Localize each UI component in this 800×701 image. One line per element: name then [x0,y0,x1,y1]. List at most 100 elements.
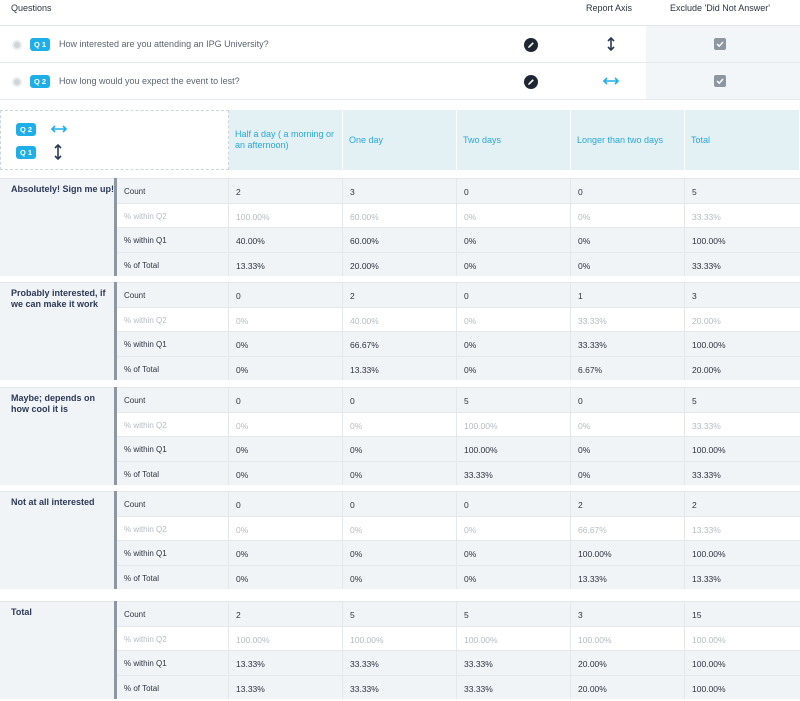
exclude-column-label: Exclude 'Did Not Answer' [670,3,770,13]
statistic-label: % within Q2 [124,315,167,325]
row-group-label: Maybe; depends on how cool it is [11,393,96,414]
table-cell: 33.33% [464,659,493,669]
row-group: Probably interested, if we can make it w… [0,282,800,380]
vertical-arrow-icon[interactable] [601,36,621,52]
column-header-label: Two days [463,134,502,145]
row-group-label: Probably interested, if we can make it w… [11,288,106,309]
table-cell: 3 [692,291,697,301]
column-divider [684,387,685,485]
table-cell: 0 [350,396,355,406]
statistic-label: Count [124,610,146,619]
table-cell: 0% [578,469,591,480]
column-divider [570,601,571,699]
table-cell: 0% [578,211,591,222]
table-row: % within Q2 0% 40.00% 0% 33.33% 20.00% [117,306,800,332]
group-separator-bar [114,601,117,699]
column-divider [456,387,457,485]
statistic-label: Count [124,291,146,300]
row-group-label: Total [11,607,32,617]
table-cell: 0 [236,396,241,406]
table-cell: 0 [236,291,241,301]
group-separator-bar [114,178,117,276]
table-cell: 0 [236,500,241,510]
statistic-label: % of Total [124,683,159,693]
edit-pencil-icon[interactable] [524,75,538,89]
table-cell: 13.33% [692,573,721,584]
table-cell: 100.00% [236,211,270,222]
table-cell: 0 [464,187,469,197]
table-cell: 0 [464,500,469,510]
table-cell: 0% [464,340,477,350]
table-row: Count 0 2 0 1 3 [117,282,800,307]
column-header: Half a day ( a morning or an afternoon) [229,110,342,170]
table-cell: 6.67% [578,364,603,375]
table-cell: 0% [578,420,591,431]
table-cell: 0% [350,524,363,535]
table-cell: 0% [350,445,363,455]
table-row: % within Q1 0% 0% 0% 100.00% 100.00% [117,540,800,565]
table-cell: 0% [236,549,249,559]
table-cell: 2 [236,187,241,197]
table-cell: 0% [236,420,249,431]
table-cell: 33.33% [692,420,721,431]
table-row: % within Q2 0% 0% 0% 66.67% 13.33% [117,515,800,541]
edit-pencil-icon[interactable] [524,38,538,52]
question-badge: Q 1 [30,38,51,51]
column-header: Longer than two days [571,110,684,170]
report-axis-column-label: Report Axis [586,3,633,13]
statistic-label: % within Q2 [124,211,167,221]
column-divider [456,178,457,276]
table-cell: 100.00% [350,634,384,645]
table-cell: 13.33% [578,573,607,584]
check-icon [716,78,724,85]
table-cell: 0% [350,420,363,431]
table-row: Count 2 5 5 3 15 [117,601,800,626]
column-divider [570,282,571,380]
column-divider [228,601,229,699]
statistic-label: % within Q1 [124,236,167,245]
question-radio[interactable] [12,77,22,87]
horizontal-arrow-icon[interactable] [601,73,621,89]
table-cell: 33.33% [578,315,607,326]
column-header: One day [343,110,456,170]
table-cell: 100.00% [578,549,612,559]
table-cell: 0% [350,573,363,584]
table-cell: 3 [350,187,355,197]
exclude-checkbox[interactable] [714,38,726,50]
table-cell: 60.00% [350,236,379,246]
table-cell: 0% [236,315,249,326]
table-cell: 0% [236,445,249,455]
table-cell: 20.00% [350,260,379,271]
table-cell: 33.33% [692,211,721,222]
column-divider [684,601,685,699]
table-cell: 0% [236,573,249,584]
table-cell: 33.33% [350,659,379,669]
table-cell: 0 [578,187,583,197]
table-cell: 5 [692,187,697,197]
table-cell: 13.33% [236,659,265,669]
exclude-checkbox[interactable] [714,75,726,87]
row-group: Maybe; depends on how cool it is Count 0 0 5… [0,387,800,485]
table-cell: 60.00% [350,211,379,222]
column-divider [456,491,457,589]
question-row-q2[interactable]: Q 2 How long would you expect the event … [0,63,800,100]
table-row: Count 0 0 0 2 2 [117,491,800,516]
table-cell: 2 [236,610,241,620]
question-radio[interactable] [12,40,22,50]
statistic-label: % within Q1 [124,549,167,558]
table-cell: 20.00% [578,659,607,669]
question-row-q1[interactable]: Q 1 How interested are you attending an … [0,26,800,63]
table-row: % of Total 0% 13.33% 0% 6.67% 20.00% [117,355,800,381]
table-cell: 40.00% [350,315,379,326]
table-cell: 5 [692,396,697,406]
question-text: How interested are you attending an IPG … [59,39,269,49]
table-cell: 33.33% [692,260,721,271]
table-cell: 0 [464,291,469,301]
exclude-cell [646,63,800,99]
table-cell: 0% [578,445,591,455]
row-group: Total Count 2 5 5 3 15 % within Q2 100.00% 100.00… [0,601,800,699]
horizontal-arrow-icon [50,125,68,133]
statistic-label: % within Q2 [124,420,167,430]
questions-column-label: Questions [11,3,52,13]
table-cell: 100.00% [692,340,726,350]
